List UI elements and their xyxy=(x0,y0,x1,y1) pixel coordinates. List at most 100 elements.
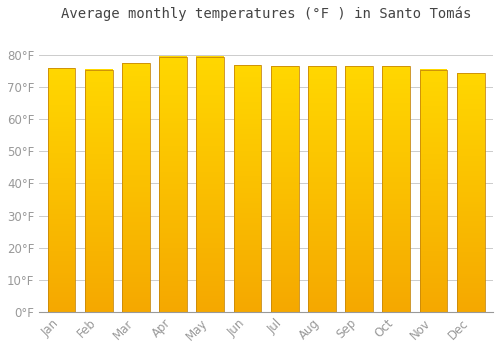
Bar xyxy=(420,70,448,312)
Bar xyxy=(420,244,448,246)
Bar xyxy=(382,223,410,226)
Bar xyxy=(196,232,224,235)
Bar xyxy=(345,149,373,152)
Bar xyxy=(382,88,410,91)
Bar xyxy=(196,153,224,156)
Bar xyxy=(271,206,298,209)
Bar xyxy=(308,174,336,177)
Bar xyxy=(457,288,484,290)
Bar xyxy=(382,184,410,187)
Bar xyxy=(457,268,484,271)
Bar xyxy=(420,103,448,106)
Bar xyxy=(159,243,187,245)
Bar xyxy=(159,100,187,103)
Bar xyxy=(382,233,410,236)
Bar xyxy=(382,198,410,201)
Bar xyxy=(271,71,298,74)
Bar xyxy=(271,285,298,287)
Bar xyxy=(196,230,224,233)
Bar xyxy=(271,186,298,189)
Bar xyxy=(345,120,373,123)
Bar xyxy=(345,100,373,103)
Bar xyxy=(196,225,224,228)
Bar xyxy=(234,151,262,154)
Bar xyxy=(308,110,336,113)
Bar xyxy=(271,78,298,81)
Bar xyxy=(345,240,373,243)
Bar xyxy=(196,128,224,131)
Bar xyxy=(234,203,262,205)
Bar xyxy=(345,154,373,157)
Bar xyxy=(420,108,448,111)
Bar xyxy=(308,186,336,189)
Bar xyxy=(382,159,410,162)
Bar xyxy=(382,265,410,268)
Bar xyxy=(382,272,410,275)
Bar xyxy=(234,279,262,282)
Bar xyxy=(420,198,448,201)
Bar xyxy=(159,194,187,197)
Bar xyxy=(271,154,298,157)
Bar xyxy=(420,106,448,108)
Bar xyxy=(159,235,187,238)
Bar xyxy=(48,282,76,285)
Bar xyxy=(420,111,448,113)
Title: Average monthly temperatures (°F ) in Santo Tomás: Average monthly temperatures (°F ) in Sa… xyxy=(61,7,472,21)
Bar xyxy=(382,176,410,179)
Bar xyxy=(159,286,187,289)
Bar xyxy=(159,184,187,187)
Bar xyxy=(85,263,112,266)
Bar xyxy=(345,294,373,297)
Bar xyxy=(122,269,150,272)
Bar xyxy=(308,66,336,312)
Bar xyxy=(159,62,187,64)
Bar xyxy=(457,130,484,133)
Bar xyxy=(234,228,262,230)
Bar xyxy=(48,248,76,251)
Bar xyxy=(345,189,373,191)
Bar xyxy=(457,283,484,286)
Bar xyxy=(48,143,76,146)
Bar xyxy=(271,233,298,236)
Bar xyxy=(308,118,336,120)
Bar xyxy=(382,98,410,101)
Bar xyxy=(122,83,150,86)
Bar xyxy=(196,69,224,72)
Bar xyxy=(196,258,224,261)
Bar xyxy=(122,142,150,145)
Bar xyxy=(420,229,448,232)
Bar xyxy=(457,216,484,219)
Bar xyxy=(159,113,187,116)
Bar xyxy=(85,217,112,220)
Bar xyxy=(457,75,484,78)
Bar xyxy=(234,69,262,72)
Bar xyxy=(345,78,373,81)
Bar xyxy=(196,243,224,245)
Bar xyxy=(159,296,187,299)
Bar xyxy=(48,99,76,102)
Bar xyxy=(234,92,262,94)
Bar xyxy=(271,223,298,226)
Bar xyxy=(457,235,484,238)
Bar xyxy=(345,253,373,256)
Bar xyxy=(345,159,373,162)
Bar xyxy=(196,286,224,289)
Bar xyxy=(196,189,224,192)
Bar xyxy=(234,65,262,312)
Bar xyxy=(271,267,298,270)
Bar xyxy=(271,289,298,292)
Bar xyxy=(196,184,224,187)
Bar xyxy=(85,302,112,304)
Bar xyxy=(308,194,336,196)
Bar xyxy=(234,129,262,132)
Bar xyxy=(196,299,224,302)
Bar xyxy=(48,87,76,90)
Bar xyxy=(85,169,112,172)
Bar xyxy=(196,120,224,123)
Bar xyxy=(85,212,112,215)
Bar xyxy=(48,253,76,256)
Bar xyxy=(345,231,373,233)
Bar xyxy=(457,89,484,92)
Bar xyxy=(457,273,484,276)
Bar xyxy=(122,103,150,105)
